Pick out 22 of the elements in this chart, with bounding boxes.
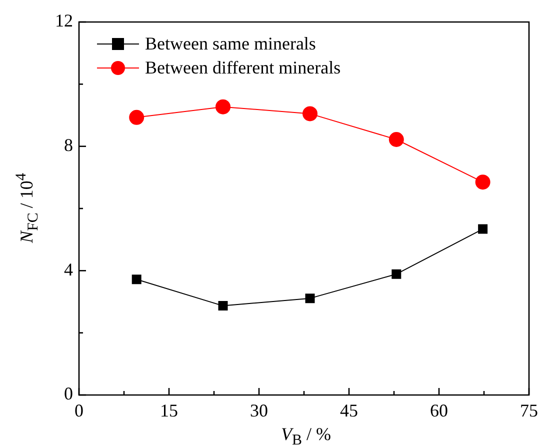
point [302, 106, 318, 122]
point [132, 274, 142, 284]
y-tick-label: 4 [64, 259, 73, 280]
legend-label: Between same minerals [145, 34, 316, 54]
point [388, 132, 404, 147]
x-axis-title: V$_{B}$ / % [280, 424, 332, 447]
x-tick-label: 15 [160, 400, 178, 421]
point [478, 224, 488, 234]
x-tick-label: 45 [340, 400, 358, 421]
point [218, 301, 228, 311]
point [392, 269, 402, 279]
x-tick-label: 60 [430, 400, 448, 421]
y-tick-label: 12 [55, 10, 73, 31]
y-tick-label: 0 [64, 384, 73, 404]
x-tick-label: 75 [520, 400, 538, 421]
point [475, 174, 490, 190]
legend-label: Between different minerals [145, 58, 341, 78]
point [305, 294, 315, 304]
y-tick-label: 8 [64, 135, 73, 156]
x-tick-label: 30 [250, 400, 268, 421]
point [129, 110, 144, 125]
point [216, 99, 230, 114]
